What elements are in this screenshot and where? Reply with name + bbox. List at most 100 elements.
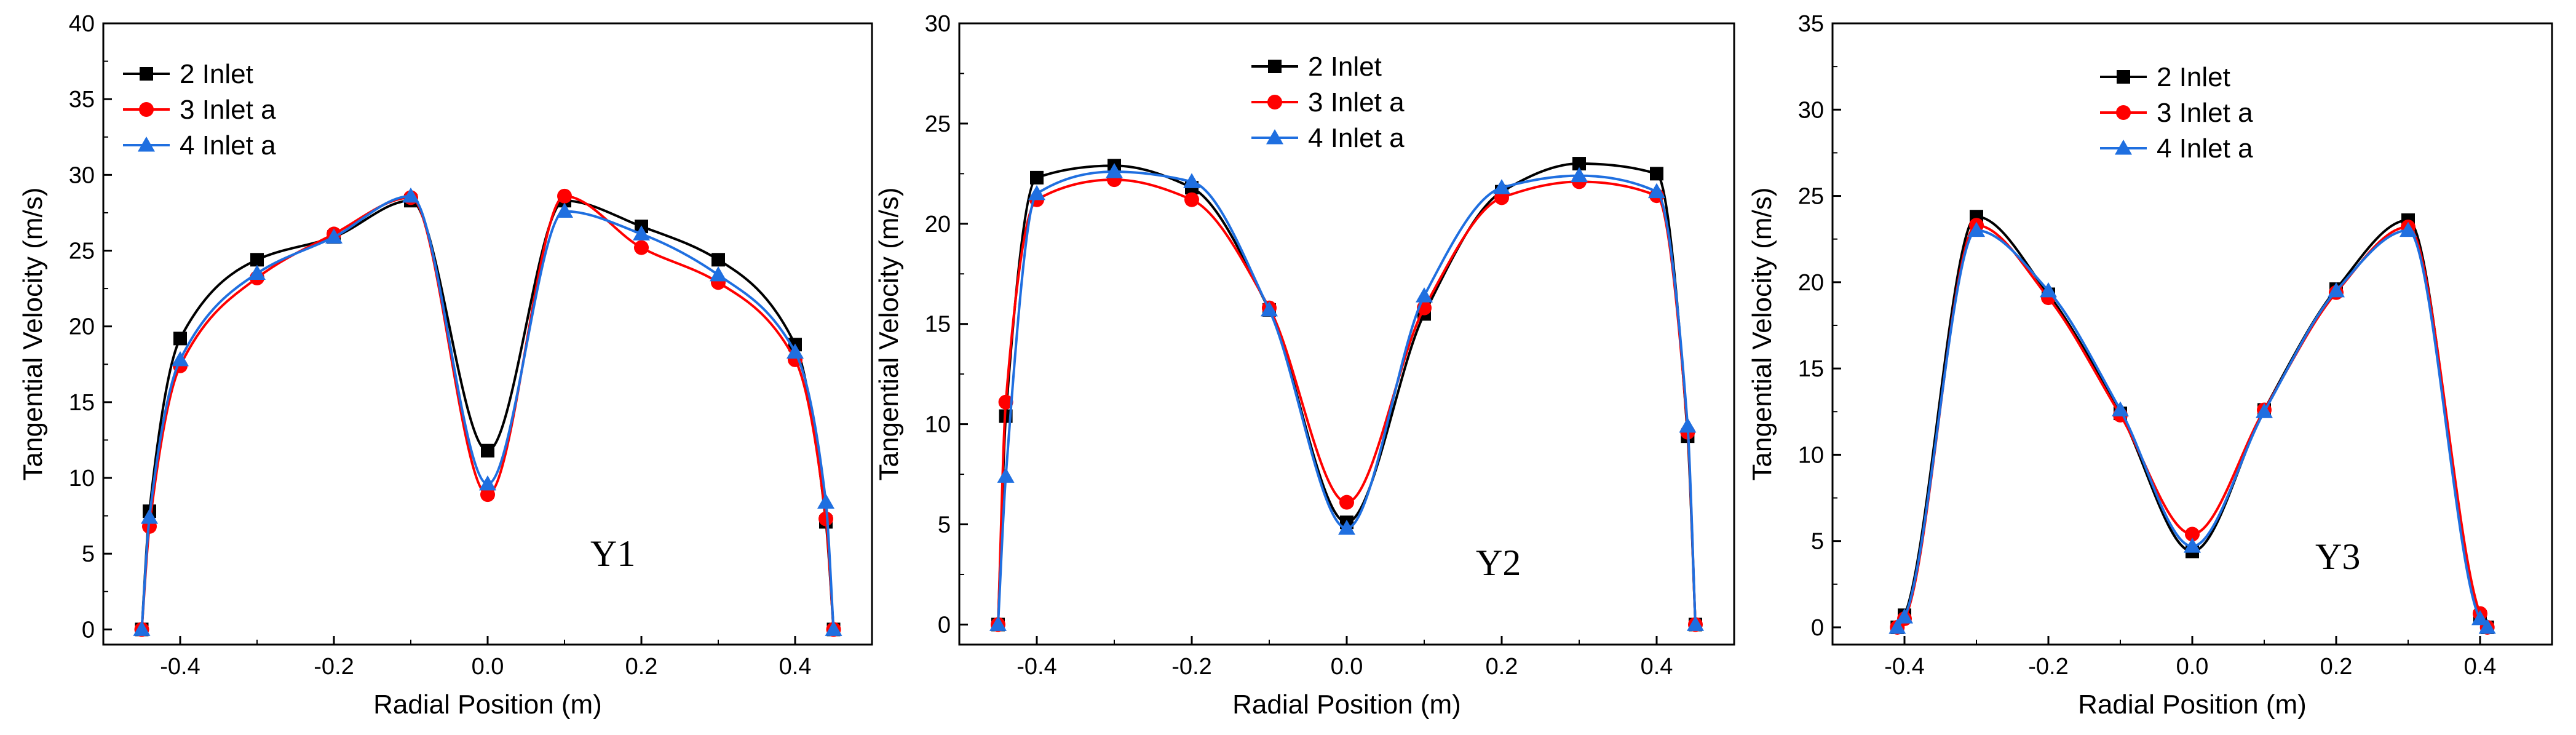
legend-marker [139, 102, 154, 117]
x-tick-label: -0.4 [1017, 654, 1056, 680]
data-point [1648, 183, 1665, 199]
x-tick-label: 0.4 [2464, 654, 2497, 680]
data-point [172, 351, 189, 367]
y-tick-label: 20 [925, 212, 951, 237]
legend-marker [1268, 60, 1282, 73]
series-line [1896, 215, 2489, 629]
chart-panel-3: 0 5 10 15 20 25 30 35 -0.4 -0.2 0.0 0.2 0.4 Radial Po… [1747, 11, 2553, 720]
data-point [1896, 608, 1913, 624]
data-point [248, 264, 266, 280]
data-point [2184, 538, 2201, 553]
y-tick-label: 30 [69, 162, 95, 188]
data-point [1261, 301, 1278, 317]
y-tick-label: 5 [938, 512, 951, 538]
y-tick-label: 20 [1798, 270, 1824, 296]
data-point [1572, 157, 1586, 171]
data-point [250, 253, 264, 267]
series-3-inlet-a [134, 188, 841, 637]
data-point [2256, 403, 2273, 418]
x-tick-label: 0.4 [1641, 654, 1673, 680]
series-line [140, 199, 835, 630]
y-tick-label: 5 [82, 541, 95, 567]
data-point [2112, 401, 2129, 416]
legend-label: 2 Inlet [180, 59, 253, 89]
series-line [140, 194, 835, 630]
data-point [402, 187, 419, 203]
x-tick-label: -0.2 [314, 654, 354, 680]
y-axis-label: Tangential Velocity (m/s) [1747, 188, 1777, 481]
data-point [557, 188, 572, 204]
x-axis-label: Radial Position (m) [373, 689, 602, 720]
legend-marker [140, 67, 153, 81]
x-tick-label: 0.2 [1486, 654, 1518, 680]
data-point [1687, 616, 1704, 631]
data-point [633, 225, 650, 240]
legend-label: 4 Inlet a [180, 130, 276, 161]
series-2-inlet [135, 194, 841, 637]
x-tick-label: -0.2 [1171, 654, 1211, 680]
y-tick-label: 30 [925, 11, 951, 37]
y-tick-label: 35 [1798, 11, 1824, 37]
y-tick-label: 5 [1811, 529, 1824, 555]
data-point [2040, 282, 2057, 298]
x-tick-label: -0.2 [2028, 654, 2068, 680]
data-point [817, 493, 834, 509]
data-point [481, 443, 494, 458]
series-line [997, 162, 1697, 625]
legend-label: 2 Inlet [2157, 62, 2230, 92]
series-line [997, 178, 1697, 625]
x-tick-label: 0.0 [2176, 654, 2209, 680]
x-tick-label: -0.4 [1884, 654, 1924, 680]
y-tick-label: 0 [938, 612, 951, 638]
data-point [1030, 170, 1044, 185]
y-tick-label: 10 [925, 412, 951, 438]
data-point [325, 228, 343, 244]
y-tick-label: 10 [1798, 442, 1824, 468]
legend-marker [1266, 129, 1283, 145]
series-2-inlet [991, 157, 1702, 632]
data-point [825, 621, 842, 636]
legend: 2 Inlet 3 Inlet a 4 Inlet a [123, 59, 276, 161]
data-point [997, 467, 1015, 483]
x-axis-label: Radial Position (m) [1232, 689, 1461, 720]
legend-marker [138, 137, 155, 152]
series-3-inlet-a [991, 172, 1703, 632]
series-4-inlet-a [1888, 221, 2496, 634]
data-point [787, 343, 804, 359]
x-tick-label: -0.4 [160, 654, 200, 680]
legend: 2 Inlet 3 Inlet a 4 Inlet a [1251, 52, 1405, 153]
y-tick-label: 0 [82, 617, 95, 643]
data-point [818, 511, 833, 526]
y-tick-label: 25 [1798, 184, 1824, 210]
data-point [1183, 173, 1200, 188]
data-point [1339, 495, 1354, 510]
legend-label: 3 Inlet a [1308, 87, 1405, 117]
x-tick-label: 0.2 [2320, 654, 2353, 680]
data-point [989, 616, 1007, 631]
y-tick-label: 15 [925, 312, 951, 338]
data-point [1106, 163, 1123, 178]
data-point [1571, 167, 1588, 183]
data-point [133, 621, 151, 636]
data-point [556, 202, 573, 218]
data-point [711, 253, 725, 267]
x-tick-label: 0.0 [1331, 654, 1363, 680]
y-tick-label: 10 [69, 466, 95, 491]
data-point [2400, 221, 2417, 237]
data-point [1416, 287, 1433, 303]
legend: 2 Inlet 3 Inlet a 4 Inlet a [2100, 62, 2253, 164]
data-point [710, 266, 727, 282]
x-tick-label: 0.2 [625, 654, 658, 680]
series-line [140, 194, 835, 630]
series-line [1896, 229, 2489, 629]
data-point [2328, 282, 2345, 298]
panel-label: Y1 [590, 533, 635, 574]
chart-panel-1: 0 5 10 15 20 25 30 35 40 -0.4 -0.2 0.0 0.2 0.4 Radial … [18, 11, 873, 720]
legend-label: 4 Inlet a [1308, 123, 1405, 153]
chart-panel-2: 0 5 10 15 20 25 30 -0.4 -0.2 0.0 0.2 0.4 Radial Posi… [874, 11, 1735, 720]
data-point [1493, 179, 1510, 194]
x-tick-label: 0.0 [472, 654, 504, 680]
legend-label: 3 Inlet a [2157, 98, 2253, 128]
x-tick-label: 0.4 [779, 654, 812, 680]
